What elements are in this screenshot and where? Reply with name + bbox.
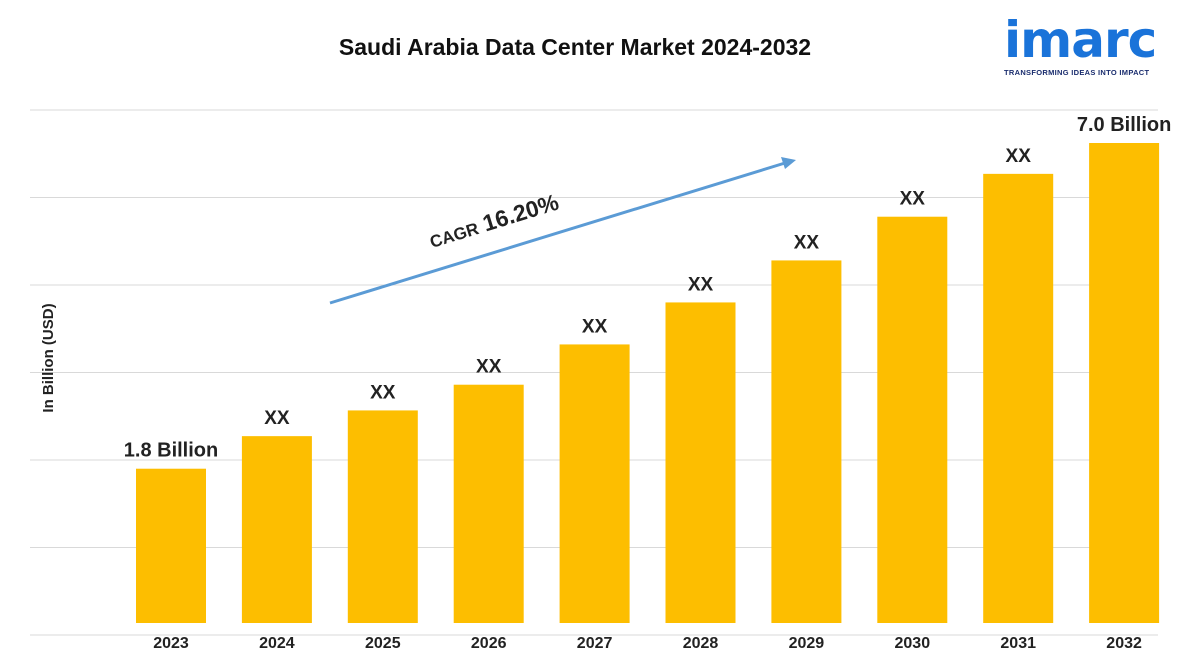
data-label-2024: XX [264,408,290,429]
cagr-annotation: CAGR16.20% [329,157,796,305]
x-tick-2028: 2028 [683,635,719,652]
chart-title: Saudi Arabia Data Center Market 2024-203… [338,34,812,60]
bar-2026 [453,384,524,623]
data-label-2029: XX [794,232,820,253]
x-tick-2029: 2029 [789,635,825,652]
x-tick-2025: 2025 [365,635,401,652]
bar-2029 [771,260,842,623]
bar-2027 [559,344,630,623]
imarc-logo: imarc TRANSFORMING IDEAS INTO IMPACT [1004,14,1184,77]
cagr-arrowhead [781,157,796,169]
x-tick-2032: 2032 [1106,635,1142,652]
data-label-2028: XX [688,274,714,295]
data-label-2025: XX [370,382,396,403]
bar-2030 [877,216,948,623]
data-labels: 1.8 Billion XX XX XX XX XX XX XX XX 7.0 Billion [124,114,1172,462]
logo-tagline: TRANSFORMING IDEAS INTO IMPACT [1004,68,1150,77]
cagr-arrow [329,161,786,305]
x-tick-2031: 2031 [1000,635,1036,652]
y-axis-label: In Billion (USD) [40,303,57,412]
x-tick-2024: 2024 [259,635,295,652]
x-tick-2023: 2023 [153,635,189,652]
x-tick-2030: 2030 [895,635,931,652]
data-label-2023: 1.8 Billion [124,440,218,462]
logo-wordmark: imarc [1004,11,1157,69]
bar-2028 [665,302,736,623]
data-label-2027: XX [582,316,608,337]
x-tick-labels: 2023 2024 2025 2026 2027 2028 2029 2030 2031 2032 [153,635,1142,652]
bar-2025 [347,410,418,623]
data-label-2031: XX [1006,146,1032,167]
bar-2032 [1089,143,1160,623]
data-label-2030: XX [900,189,926,210]
x-tick-2026: 2026 [471,635,507,652]
data-label-2026: XX [476,357,502,378]
bar-2023 [136,468,206,623]
data-label-2032: 7.0 Billion [1077,114,1171,136]
cagr-label: CAGR16.20% [426,189,562,253]
x-tick-2027: 2027 [577,635,613,652]
bar-2024 [241,436,312,623]
bars [136,143,1160,623]
cagr-value: 16.20% [479,189,561,237]
bar-2031 [983,173,1054,623]
cagr-prefix: CAGR [428,219,481,252]
